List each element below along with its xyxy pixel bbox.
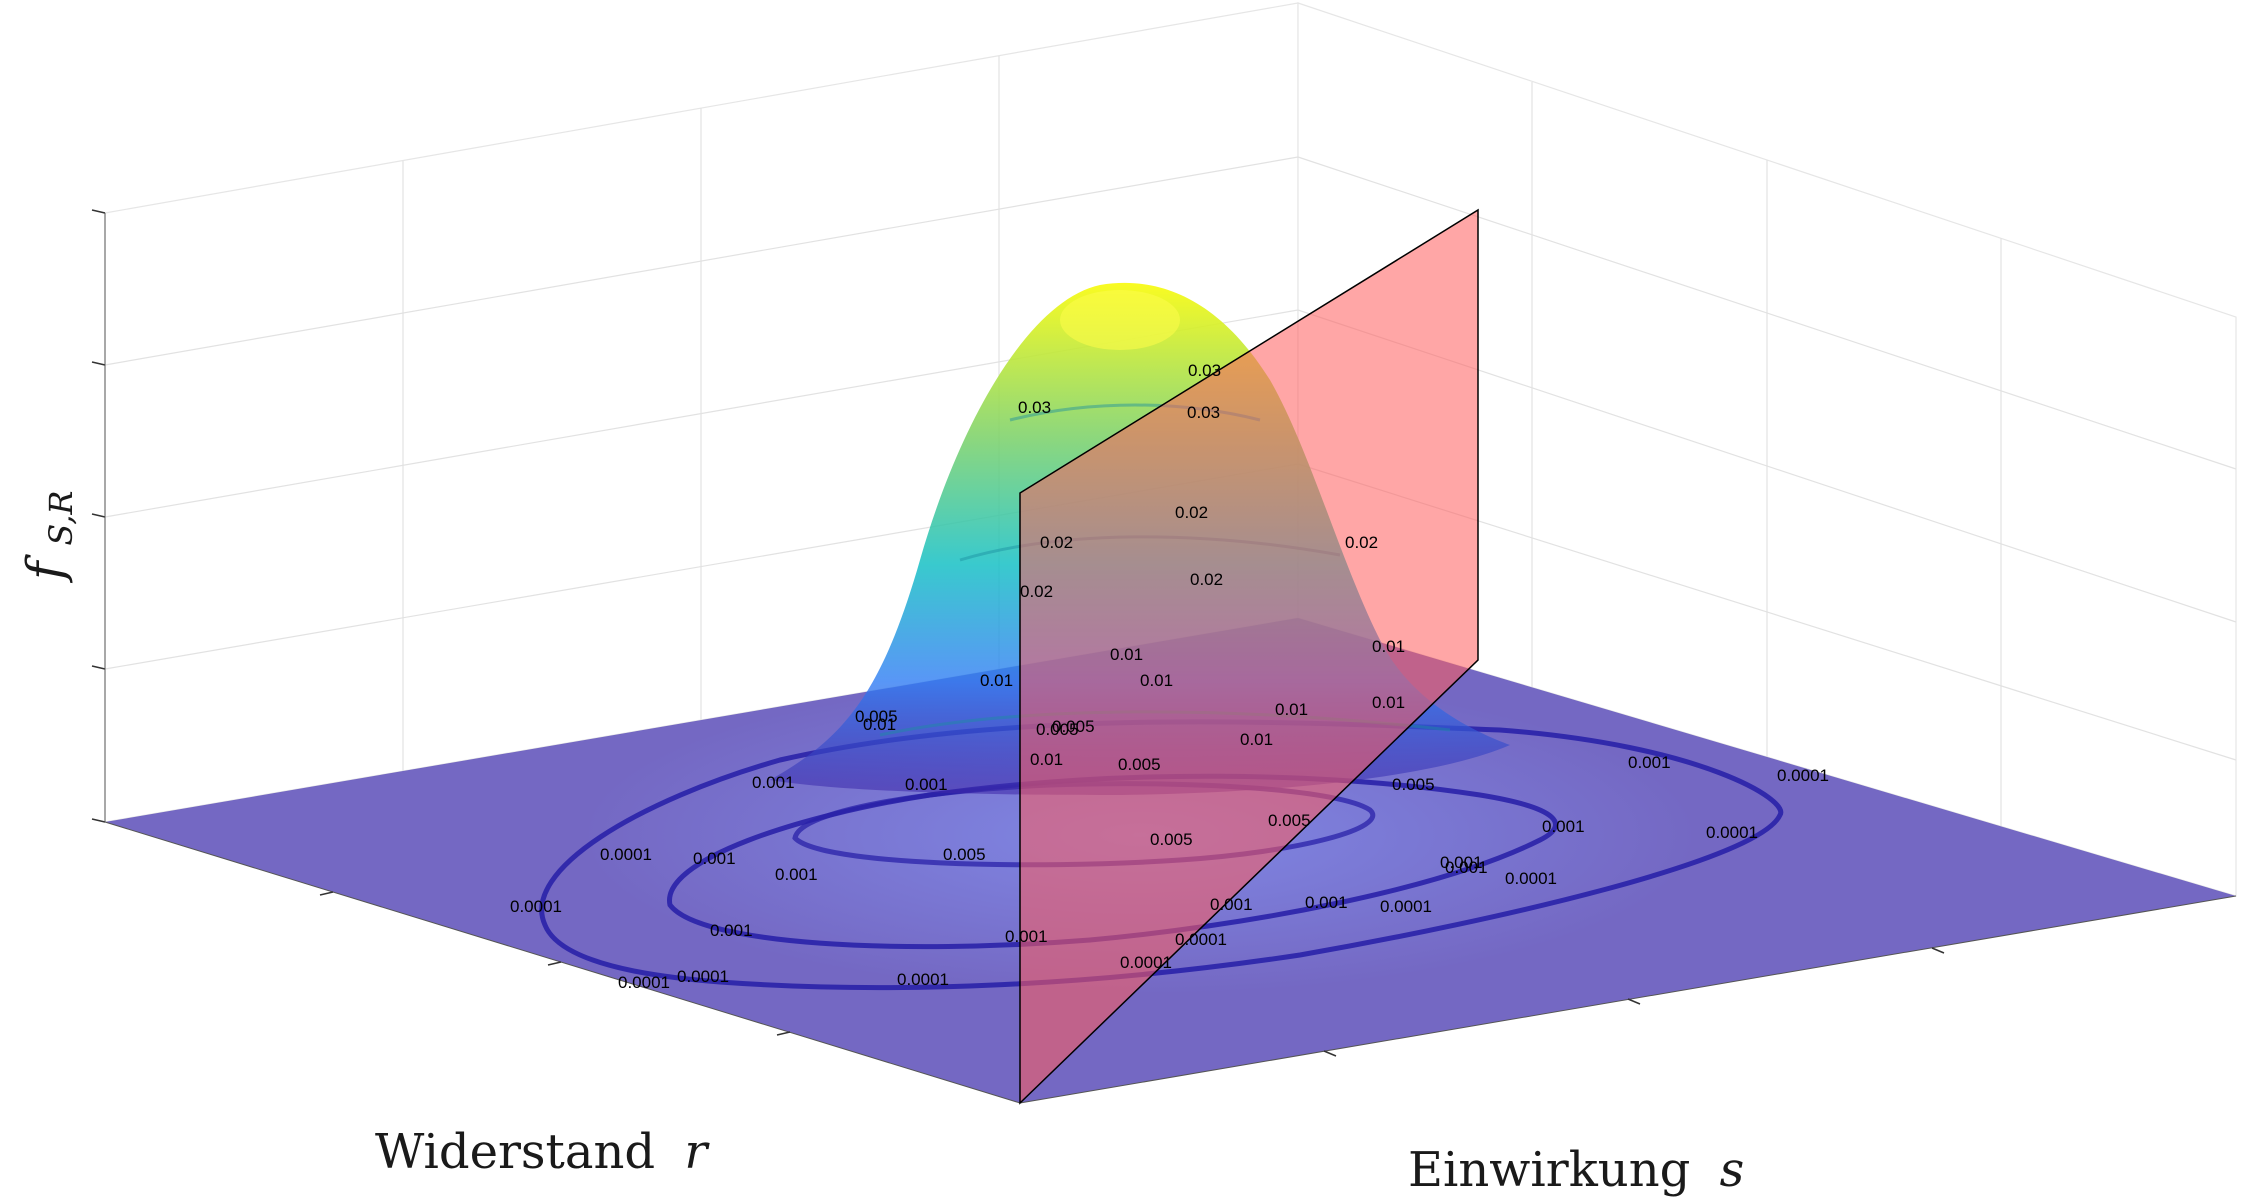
x-axis-label: Widerstand r — [375, 1124, 710, 1180]
contour-label: 0.001 — [1305, 893, 1348, 912]
contour-label: 0.005 — [1036, 720, 1079, 739]
contour-label: 0.005 — [855, 707, 898, 726]
contour-label: 0.02 — [1345, 533, 1378, 552]
contour-label: 0.0001 — [677, 967, 729, 986]
contour-label: 0.005 — [943, 845, 986, 864]
contour-label: 0.0001 — [1380, 897, 1432, 916]
contour-label: 0.001 — [905, 775, 948, 794]
z-axis-label-main: f — [16, 554, 74, 584]
contour-label: 0.005 — [1268, 811, 1311, 830]
surface-highlight — [1060, 290, 1180, 350]
contour-label: 0.001 — [775, 865, 818, 884]
contour-label: 0.02 — [1190, 570, 1223, 589]
contour-label: 0.005 — [1392, 775, 1435, 794]
contour-label: 0.0001 — [600, 845, 652, 864]
contour-label: 0.02 — [1040, 533, 1073, 552]
y-axis-label-text: Einwirkung — [1408, 1142, 1690, 1198]
contour-label: 0.0001 — [1120, 953, 1172, 972]
contour-label: 0.001 — [752, 773, 795, 792]
contour-label: 0.0001 — [1777, 766, 1829, 785]
contour-label: 0.02 — [1020, 582, 1053, 601]
contour-label: 0.001 — [1445, 858, 1488, 877]
contour-label: 0.03 — [1188, 361, 1221, 380]
y-axis-label: Einwirkung s — [1408, 1142, 1744, 1198]
contour-label: 0.01 — [863, 715, 896, 734]
contour-label: 0.001 — [1005, 927, 1048, 946]
contour-label: 0.0001 — [1175, 930, 1227, 949]
contour-label: 0.03 — [1018, 398, 1051, 417]
contour-label: 0.0001 — [1706, 823, 1758, 842]
contour-label: 0.01 — [1372, 637, 1405, 656]
contour-label: 0.01 — [1110, 645, 1143, 664]
x-axis-label-text: Widerstand — [375, 1124, 655, 1180]
contour-label: 0.005 — [1150, 830, 1193, 849]
contour-label: 0.0001 — [510, 897, 562, 916]
contour-label: 0.005 — [1118, 755, 1161, 774]
x-axis-label-var: r — [684, 1124, 710, 1180]
y-axis-label-var: s — [1720, 1142, 1745, 1198]
contour-label: 0.0001 — [897, 970, 949, 989]
contour-label: 0.001 — [693, 849, 736, 868]
contour-label: 0.03 — [1187, 403, 1220, 422]
contour-label: 0.01 — [1275, 700, 1308, 719]
contour-label: 0.001 — [1542, 817, 1585, 836]
limit-state-plane — [1019, 208, 1479, 1105]
contour-label: 0.0001 — [1505, 869, 1557, 888]
contour-label: 0.001 — [710, 921, 753, 940]
contour-label: 0.005 — [1052, 717, 1095, 736]
contour-label: 0.001 — [1628, 753, 1671, 772]
contour-label: 0.01 — [1030, 750, 1063, 769]
contour-label: 0.001 — [1440, 853, 1483, 872]
contour-label: 0.01 — [1240, 730, 1273, 749]
axis-ticks — [91, 209, 2237, 1104]
z-axis-label-sub: S,R — [42, 491, 80, 546]
contour-label: 0.02 — [1175, 503, 1208, 522]
contour-label: 0.01 — [980, 671, 1013, 690]
contour-label: 0.01 — [1372, 693, 1405, 712]
z-axis-label: f S,R — [16, 491, 80, 584]
contour-label: 0.01 — [1140, 671, 1173, 690]
contour-label: 0.0001 — [618, 973, 670, 992]
contour-label: 0.001 — [1210, 895, 1253, 914]
